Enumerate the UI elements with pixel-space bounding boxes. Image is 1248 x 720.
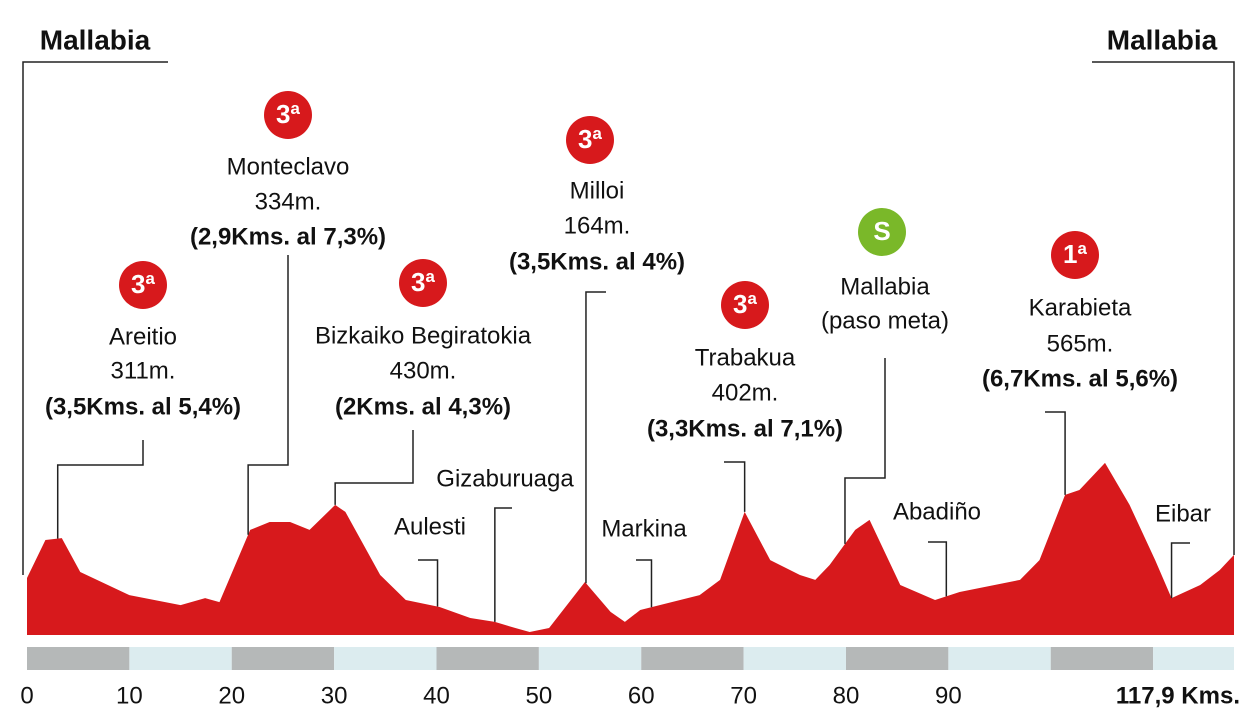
distance-band (1050, 647, 1154, 670)
finish-bracket (1092, 61, 1235, 555)
category-label: 3ª (578, 124, 602, 154)
x-tick-label: 10 (116, 682, 143, 709)
leader-line (1045, 411, 1066, 495)
x-tick-label: 30 (321, 682, 348, 709)
start-bracket (22, 61, 168, 575)
place-name: Aulesti (394, 513, 466, 540)
category-badge (264, 91, 312, 139)
x-tick-label: 90 (935, 682, 962, 709)
category-label: 3ª (131, 269, 155, 299)
climb-detail: (3,5Kms. al 5,4%) (45, 393, 241, 420)
category-label: 3ª (276, 99, 300, 129)
climb-name: Milloi (570, 177, 625, 204)
category-label: 3ª (411, 267, 435, 297)
leader-line (56, 440, 144, 539)
distance-band (948, 647, 1051, 670)
category-badge (858, 208, 906, 256)
climb-name: Mallabia (840, 273, 930, 300)
category-badge (1051, 231, 1099, 279)
leader-line (636, 559, 653, 608)
x-tick-label: 60 (628, 682, 655, 709)
distance-band (1153, 647, 1234, 670)
x-tick-label: 40 (423, 682, 450, 709)
climb-detail: (3,5Kms. al 4%) (509, 248, 685, 275)
leader-line (1170, 542, 1190, 599)
leader-line (844, 358, 886, 544)
leader-line (585, 291, 606, 584)
leader-line (928, 541, 948, 597)
distance-band (436, 647, 539, 670)
climb-name: Trabakua (695, 344, 796, 371)
climb-detail: (2,9Kms. al 7,3%) (190, 223, 386, 250)
climb-altitude: 311m. (111, 357, 176, 384)
climb-detail: (6,7Kms. al 5,6%) (982, 365, 1178, 392)
distance-band (334, 647, 437, 670)
elevation-profile (27, 462, 1234, 635)
distance-band (743, 647, 846, 670)
place-name: Abadiño (893, 498, 981, 525)
place-name: Markina (601, 515, 687, 542)
distance-band (845, 647, 949, 670)
climb-name: Monteclavo (227, 153, 350, 180)
place-name: Gizaburuaga (436, 465, 574, 492)
distance-band (231, 647, 335, 670)
leader-line (724, 461, 746, 512)
climb-altitude: 430m. (390, 357, 457, 384)
climb-altitude: 402m. (712, 379, 779, 406)
leader-line (494, 507, 512, 622)
leader-line (418, 559, 439, 607)
distance-band (641, 647, 744, 670)
x-tick-label: 117,9 Kms. (1116, 682, 1240, 709)
x-tick-label: 50 (526, 682, 553, 709)
climb-altitude: 164m. (564, 212, 631, 239)
start-label: Mallabia (40, 24, 151, 55)
leader-line (334, 430, 414, 505)
category-label: S (873, 216, 890, 246)
climb-detail: (2Kms. al 4,3%) (335, 393, 511, 420)
distance-band (129, 647, 232, 670)
category-badge (566, 116, 614, 164)
climb-altitude: 334m. (255, 188, 322, 215)
climb-altitude: 565m. (1047, 330, 1114, 357)
finish-label: Mallabia (1107, 24, 1218, 55)
x-tick-label: 70 (730, 682, 757, 709)
climb-detail: (3,3Kms. al 7,1%) (647, 415, 843, 442)
x-tick-label: 0 (20, 682, 33, 709)
leader-line (247, 255, 289, 535)
category-badge (399, 259, 447, 307)
category-badge (119, 261, 167, 309)
category-label: 3ª (733, 289, 757, 319)
x-tick-label: 80 (833, 682, 860, 709)
climb-name: Areitio (109, 323, 177, 350)
climb-name: Karabieta (1029, 294, 1132, 321)
climb-subtitle: (paso meta) (821, 307, 949, 334)
category-label: 1ª (1063, 239, 1087, 269)
x-tick-label: 20 (218, 682, 245, 709)
category-badge (721, 281, 769, 329)
distance-band (27, 647, 130, 670)
climb-name: Bizkaiko Begiratokia (315, 322, 532, 349)
place-name: Eibar (1155, 500, 1211, 527)
distance-band (538, 647, 642, 670)
